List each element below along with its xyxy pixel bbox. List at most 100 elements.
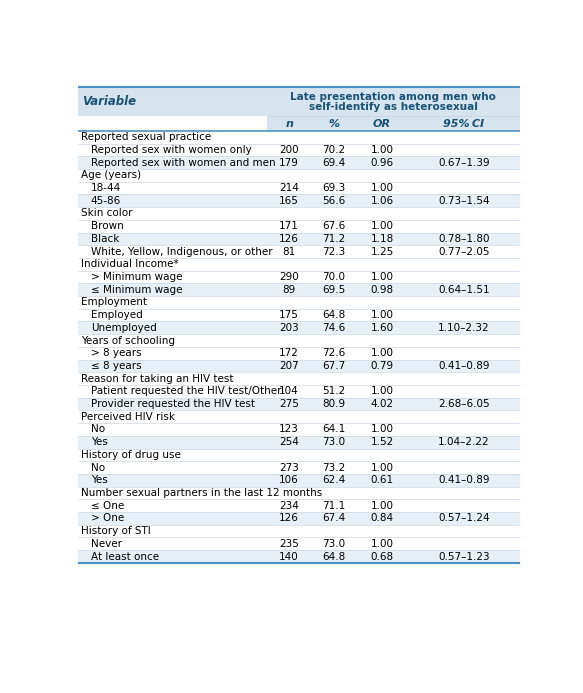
- Text: Skin color: Skin color: [82, 209, 133, 218]
- Bar: [78, 512, 520, 525]
- Text: ≤ Minimum wage: ≤ Minimum wage: [91, 285, 182, 295]
- Bar: [78, 169, 520, 182]
- Text: 172: 172: [279, 349, 299, 358]
- Bar: [78, 195, 520, 207]
- Text: 69.5: 69.5: [322, 285, 346, 295]
- Text: 73.0: 73.0: [322, 539, 346, 549]
- Text: 254: 254: [279, 437, 299, 447]
- Text: Reported sex with women only: Reported sex with women only: [91, 145, 251, 155]
- Bar: [78, 462, 520, 474]
- Text: %: %: [328, 119, 340, 129]
- Text: Yes: Yes: [91, 475, 107, 485]
- Bar: [78, 143, 520, 157]
- Text: 1.00: 1.00: [371, 425, 394, 435]
- Text: 207: 207: [279, 361, 299, 371]
- Text: 67.7: 67.7: [322, 361, 346, 371]
- Text: Provider requested the HIV test: Provider requested the HIV test: [91, 399, 255, 409]
- Text: 69.4: 69.4: [322, 158, 346, 168]
- Text: 70.2: 70.2: [322, 145, 346, 155]
- Bar: [78, 334, 520, 347]
- Bar: [78, 448, 520, 462]
- Text: 140: 140: [279, 552, 299, 561]
- Text: 89: 89: [283, 285, 296, 295]
- Text: 0.41–0.89: 0.41–0.89: [438, 361, 490, 371]
- Text: 0.78–1.80: 0.78–1.80: [438, 234, 490, 244]
- Text: ≤ 8 years: ≤ 8 years: [91, 361, 141, 371]
- Text: 0.57–1.24: 0.57–1.24: [438, 514, 490, 523]
- Text: 72.3: 72.3: [322, 247, 346, 256]
- Bar: [78, 500, 520, 512]
- Text: 0.84: 0.84: [371, 514, 394, 523]
- Text: 95% CI: 95% CI: [443, 119, 484, 129]
- Text: Years of schooling: Years of schooling: [82, 335, 175, 346]
- Text: 0.61: 0.61: [371, 475, 394, 485]
- Text: 1.00: 1.00: [371, 310, 394, 320]
- Text: 80.9: 80.9: [322, 399, 346, 409]
- Bar: [78, 309, 520, 322]
- Text: 1.00: 1.00: [371, 272, 394, 282]
- Bar: [78, 423, 520, 436]
- Text: 1.06: 1.06: [371, 196, 394, 206]
- Bar: [78, 207, 520, 220]
- Text: Number sexual partners in the last 12 months: Number sexual partners in the last 12 mo…: [82, 488, 322, 498]
- Text: 64.1: 64.1: [322, 425, 346, 435]
- Text: 1.04–2.22: 1.04–2.22: [438, 437, 490, 447]
- Text: No: No: [91, 425, 105, 435]
- Text: ≤ One: ≤ One: [91, 501, 124, 511]
- Text: 1.00: 1.00: [371, 183, 394, 193]
- Text: 0.41–0.89: 0.41–0.89: [438, 475, 490, 485]
- Text: 1.00: 1.00: [371, 387, 394, 396]
- Text: Late presentation among men who: Late presentation among men who: [290, 92, 496, 103]
- Text: Reported sexual practice: Reported sexual practice: [82, 132, 212, 142]
- Bar: [78, 296, 520, 309]
- Text: 71.2: 71.2: [322, 234, 346, 244]
- Bar: [78, 220, 520, 233]
- Text: 0.79: 0.79: [371, 361, 394, 371]
- Text: Never: Never: [91, 539, 122, 549]
- Bar: [78, 550, 520, 563]
- Text: > 8 years: > 8 years: [91, 349, 141, 358]
- Text: 70.0: 70.0: [322, 272, 346, 282]
- Text: Brown: Brown: [91, 221, 124, 231]
- Bar: [78, 87, 520, 116]
- Text: 126: 126: [279, 514, 299, 523]
- Text: 0.57–1.23: 0.57–1.23: [438, 552, 490, 561]
- Text: 104: 104: [279, 387, 299, 396]
- Text: 0.96: 0.96: [371, 158, 394, 168]
- Bar: [78, 372, 520, 385]
- Text: 56.6: 56.6: [322, 196, 346, 206]
- Text: 126: 126: [279, 234, 299, 244]
- Bar: [78, 398, 520, 410]
- Bar: [78, 182, 520, 195]
- Bar: [78, 131, 520, 143]
- Text: 1.10–2.32: 1.10–2.32: [438, 323, 490, 333]
- Text: 72.6: 72.6: [322, 349, 346, 358]
- Bar: [78, 360, 520, 372]
- Bar: [78, 538, 520, 550]
- Text: 67.6: 67.6: [322, 221, 346, 231]
- Bar: [78, 525, 520, 538]
- Bar: [78, 245, 520, 258]
- Text: 73.2: 73.2: [322, 463, 346, 473]
- Text: History of drug use: History of drug use: [82, 450, 181, 460]
- Text: 1.18: 1.18: [370, 234, 394, 244]
- Text: Reported sex with women and men: Reported sex with women and men: [91, 158, 275, 168]
- Text: 0.77–2.05: 0.77–2.05: [438, 247, 490, 256]
- Text: No: No: [91, 463, 105, 473]
- Text: 165: 165: [279, 196, 299, 206]
- Text: 275: 275: [279, 399, 299, 409]
- Text: 0.68: 0.68: [371, 552, 394, 561]
- Text: 0.98: 0.98: [371, 285, 394, 295]
- Text: 175: 175: [279, 310, 299, 320]
- Text: 1.00: 1.00: [371, 221, 394, 231]
- Text: 234: 234: [279, 501, 299, 511]
- Bar: [78, 157, 520, 169]
- Text: 1.60: 1.60: [371, 323, 394, 333]
- Text: Black: Black: [91, 234, 119, 244]
- Bar: [78, 436, 520, 448]
- Text: 1.00: 1.00: [371, 145, 394, 155]
- Text: 2.68–6.05: 2.68–6.05: [438, 399, 490, 409]
- Text: Employment: Employment: [82, 297, 147, 308]
- Text: 0.67–1.39: 0.67–1.39: [438, 158, 490, 168]
- Bar: [266, 116, 520, 131]
